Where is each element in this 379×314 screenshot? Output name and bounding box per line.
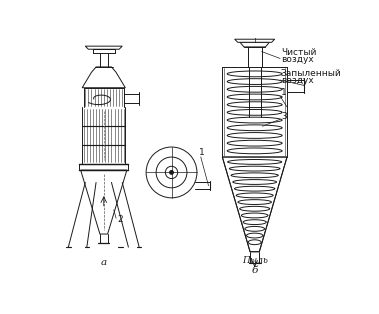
Text: 2: 2 [117,215,123,225]
Text: 1: 1 [199,149,205,158]
Polygon shape [235,39,275,42]
Text: а: а [101,258,107,267]
Text: б: б [252,266,258,275]
Text: Пыль: Пыль [242,256,268,265]
Polygon shape [82,67,125,88]
Polygon shape [240,42,269,47]
Polygon shape [81,170,127,234]
Polygon shape [222,157,287,252]
Polygon shape [85,46,122,49]
Circle shape [169,171,174,174]
Text: 1: 1 [281,89,287,97]
Text: воздух: воздух [281,55,313,63]
Text: Запыленный: Запыленный [281,69,341,78]
Text: Чистый: Чистый [281,48,316,57]
Text: 3: 3 [281,111,287,121]
Text: воздух: воздух [281,76,313,85]
